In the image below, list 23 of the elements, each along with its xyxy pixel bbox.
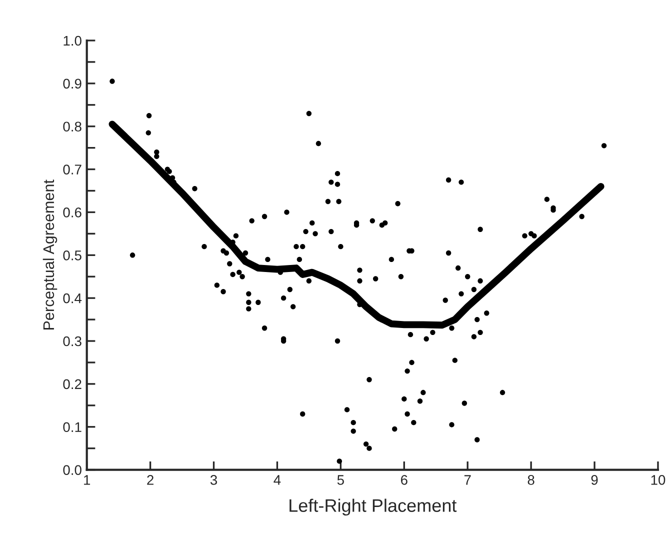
y-tick-label: 0.3 [63, 336, 82, 346]
x-tick-label: 5 [337, 475, 344, 485]
x-tick-label: 1 [84, 475, 90, 485]
y-tick-label: 0.7 [63, 164, 82, 174]
y-tick-label: 0.6 [63, 208, 82, 218]
x-tick-label: 3 [210, 475, 218, 485]
y-axis-title: Perceptual Agreement [42, 180, 58, 330]
y-tick-label: 0.2 [63, 379, 82, 390]
x-tick-label: 10 [651, 475, 666, 485]
x-axis-title: Left-Right Placement [290, 498, 457, 516]
y-tick-label: 1.0 [64, 36, 82, 46]
x-tick-label: 4 [274, 475, 281, 485]
y-tick-label: 0.9 [63, 78, 82, 89]
x-tick-label: 2 [147, 475, 154, 485]
y-tick-label: 0.0 [63, 465, 82, 475]
x-tick-label: 8 [528, 475, 534, 485]
y-tick-label: 0.4 [63, 293, 82, 304]
y-tick-label: 0.5 [63, 250, 82, 260]
y-tick-label: 0.1 [63, 422, 82, 432]
x-tick-label: 9 [591, 475, 598, 485]
x-tick-label: 7 [464, 475, 471, 485]
y-tick-label: 0.8 [63, 122, 82, 132]
x-tick-label: 6 [400, 475, 408, 485]
